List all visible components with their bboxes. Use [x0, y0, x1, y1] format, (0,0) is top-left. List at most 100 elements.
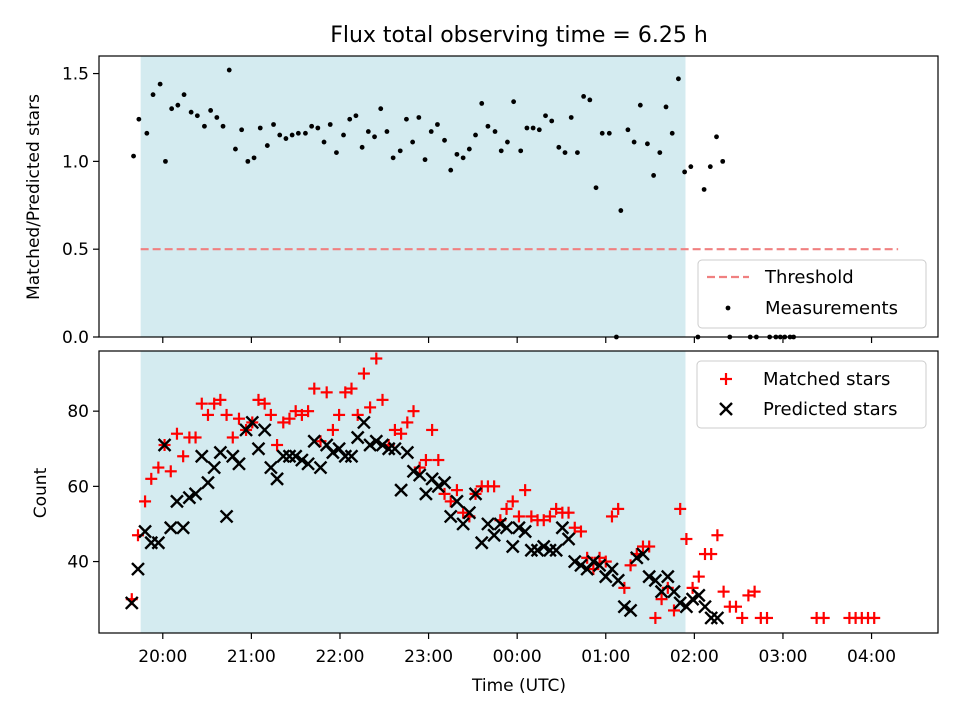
- measurement-point-24: [283, 136, 289, 141]
- predicted-star-point-58: [487, 528, 501, 543]
- top-y-tick-label: 0.0: [62, 328, 89, 348]
- predicted-star-point-5: [157, 438, 172, 452]
- predicted-star-point-91: [691, 588, 706, 603]
- predicted-star-point-40: [375, 438, 390, 452]
- top-legend-box: [697, 259, 927, 329]
- measurement-point-8: [181, 92, 187, 98]
- matched-star-point-89: [680, 533, 693, 545]
- measurement-point-82: [651, 173, 657, 178]
- measurement-point-92: [714, 134, 719, 140]
- measurement-point-62: [524, 125, 530, 131]
- predicted-star-point-63: [518, 524, 532, 539]
- bottom-y-axis-label: Count: [31, 467, 51, 518]
- measurement-point-42: [397, 148, 403, 154]
- measurement-point-54: [473, 132, 478, 138]
- predicted-star-point-64: [524, 543, 539, 558]
- matched-star-point-11: [195, 397, 208, 410]
- matched-star-point-6: [164, 465, 177, 478]
- measurement-point-83: [657, 150, 663, 155]
- measurement-point-4: [157, 81, 163, 87]
- bottom-panel: 40 60 80 20:00 21:00 22:00 23:00 00:00 01:00 02:…: [31, 350, 939, 696]
- measurement-point-39: [378, 106, 384, 112]
- predicted-star-point-36: [350, 430, 365, 445]
- measurement-point-18: [245, 158, 251, 164]
- matched-star-point-58: [488, 480, 501, 493]
- matched-star-point-102: [761, 611, 774, 624]
- measurement-point-23: [277, 132, 283, 138]
- predicted-star-point-79: [617, 599, 632, 614]
- matched-star-point-28: [302, 405, 315, 418]
- top-plot-frame: [98, 55, 939, 338]
- measurement-point-30: [321, 139, 327, 145]
- predicted-star-point-46: [412, 468, 427, 482]
- predicted-star-point-45: [406, 464, 421, 479]
- measurement-point-64: [536, 127, 542, 133]
- measurement-point-17: [239, 127, 245, 133]
- top-y-tick-label: 1.0: [62, 152, 89, 172]
- measurement-point-75: [606, 130, 612, 136]
- matched-star-point-37: [357, 367, 370, 380]
- matched-star-point-38: [364, 401, 377, 414]
- measurement-point-45: [416, 115, 422, 120]
- measurement-point-41: [390, 155, 396, 161]
- matched-star-point-53: [457, 506, 470, 519]
- predicted-star-point-72: [574, 558, 588, 573]
- matched-star-point-14: [214, 393, 227, 406]
- measurement-point-10: [194, 113, 200, 119]
- measurement-point-65: [543, 113, 548, 119]
- predicted-star-point-26: [288, 449, 303, 464]
- matched-star-point-12: [201, 408, 214, 421]
- measurement-point-80: [637, 102, 643, 108]
- measurement-point-29: [315, 125, 321, 131]
- measurement-point-79: [631, 139, 637, 145]
- measurement-point-21: [264, 143, 270, 148]
- matched-star-point-87: [667, 604, 680, 617]
- matched-star-point-15: [220, 408, 233, 421]
- measurement-point-58: [498, 148, 504, 154]
- predicted-star-point-17: [232, 456, 246, 471]
- measurement-point-37: [365, 129, 371, 134]
- predicted-star-point-41: [381, 441, 396, 456]
- x-tick-label: 04:00: [847, 647, 896, 667]
- matched-star-point-22: [264, 408, 277, 421]
- predicted-star-point-80: [623, 603, 638, 618]
- measurement-point-43: [404, 116, 409, 122]
- measurement-point-28: [309, 123, 315, 129]
- predicted-stars-points: [124, 415, 725, 625]
- measurement-point-19: [251, 155, 257, 161]
- matched-star-point-80: [624, 559, 637, 572]
- predicted-star-point-92: [698, 599, 712, 614]
- bottom-y-tick-label: 40: [67, 553, 89, 573]
- legend-predicted-swatch: [719, 402, 733, 416]
- measurement-point-68: [562, 150, 568, 155]
- predicted-star-point-38: [363, 438, 377, 452]
- measurement-point-13: [214, 115, 220, 120]
- predicted-star-point-60: [499, 520, 514, 535]
- matched-star-point-72: [574, 525, 587, 538]
- measurement-point-84: [663, 104, 669, 110]
- predicted-star-point-77: [605, 562, 619, 576]
- measurement-point-87: [682, 169, 688, 175]
- matched-star-point-99: [742, 589, 755, 602]
- measurement-point-52: [460, 155, 466, 161]
- matched-star-point-24: [277, 416, 290, 429]
- predicted-star-point-28: [301, 456, 315, 471]
- predicted-star-point-55: [468, 487, 483, 501]
- measurement-point-31: [327, 122, 333, 127]
- predicted-star-point-44: [400, 445, 415, 460]
- bottom-y-tick-label: 80: [67, 402, 89, 422]
- predicted-star-point-70: [561, 532, 576, 546]
- measurement-point-26: [295, 130, 301, 136]
- matched-star-point-85: [655, 593, 668, 606]
- predicted-star-point-37: [357, 415, 371, 430]
- bottom-x-axis: 20:00 21:00 22:00 23:00 00:00 01:00 02:00 03:00…: [138, 633, 896, 667]
- predicted-star-point-54: [462, 505, 477, 520]
- predicted-star-point-27: [295, 453, 309, 467]
- measurement-point-49: [442, 137, 447, 143]
- matched-star-point-25: [283, 412, 296, 425]
- measurement-point-88: [688, 164, 694, 170]
- predicted-star-point-12: [201, 475, 215, 490]
- predicted-star-point-25: [282, 449, 297, 464]
- predicted-star-point-21: [257, 423, 272, 437]
- measurement-point-93: [720, 158, 726, 164]
